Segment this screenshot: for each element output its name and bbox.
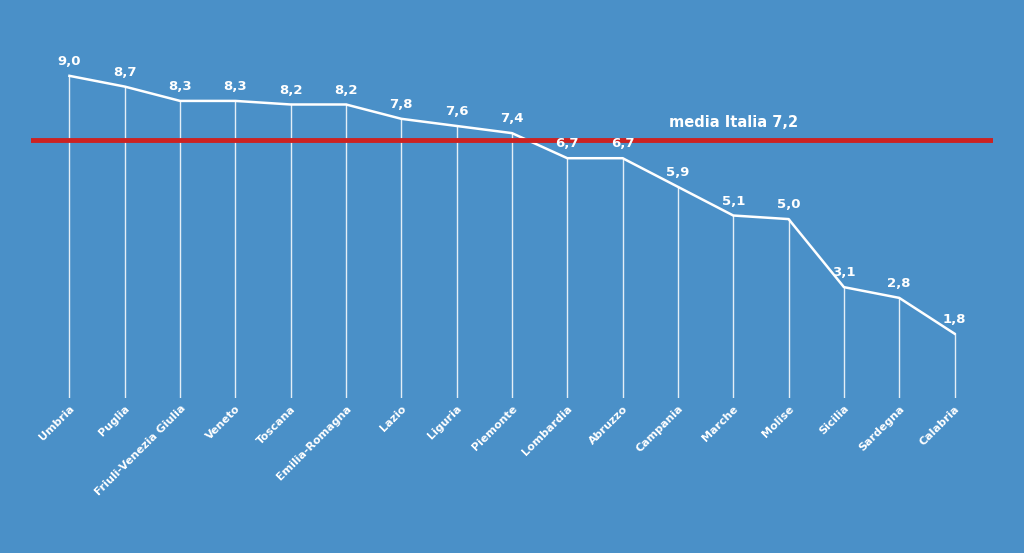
Text: 5,1: 5,1 <box>722 195 745 207</box>
Text: Calabria: Calabria <box>919 404 962 447</box>
Text: Abruzzo: Abruzzo <box>587 404 630 446</box>
Text: media Italia 7,2: media Italia 7,2 <box>669 115 798 131</box>
Text: 8,2: 8,2 <box>279 84 302 97</box>
Text: 5,9: 5,9 <box>667 166 689 179</box>
Text: Veneto: Veneto <box>205 404 243 441</box>
Text: 8,3: 8,3 <box>168 80 191 93</box>
Text: Lombardia: Lombardia <box>520 404 574 457</box>
Text: 8,3: 8,3 <box>223 80 247 93</box>
Text: 8,2: 8,2 <box>334 84 357 97</box>
Text: 9,0: 9,0 <box>57 55 81 68</box>
Text: 2,8: 2,8 <box>888 277 911 290</box>
Text: 6,7: 6,7 <box>556 137 579 150</box>
Text: Molise: Molise <box>760 404 796 439</box>
Text: Campania: Campania <box>635 404 685 454</box>
Text: Sardegna: Sardegna <box>857 404 906 453</box>
Text: Lazio: Lazio <box>379 404 409 434</box>
Text: Marche: Marche <box>700 404 740 443</box>
Text: 6,7: 6,7 <box>611 137 635 150</box>
Text: 1,8: 1,8 <box>943 313 967 326</box>
Text: Puglia: Puglia <box>97 404 132 438</box>
Text: 7,8: 7,8 <box>389 98 413 111</box>
Text: 7,6: 7,6 <box>445 105 468 118</box>
Text: Umbria: Umbria <box>38 404 77 442</box>
Text: 5,0: 5,0 <box>777 198 801 211</box>
Text: Toscana: Toscana <box>255 404 298 446</box>
Text: 3,1: 3,1 <box>833 266 856 279</box>
Text: 8,7: 8,7 <box>113 66 136 79</box>
Text: Sicilia: Sicilia <box>818 404 851 437</box>
Text: Liguria: Liguria <box>426 404 464 441</box>
Text: 7,4: 7,4 <box>501 112 523 126</box>
Text: Friuli-Venezia Giulia: Friuli-Venezia Giulia <box>93 404 187 498</box>
Text: Emilia-Romagna: Emilia-Romagna <box>274 404 353 482</box>
Text: Piemonte: Piemonte <box>470 404 519 452</box>
